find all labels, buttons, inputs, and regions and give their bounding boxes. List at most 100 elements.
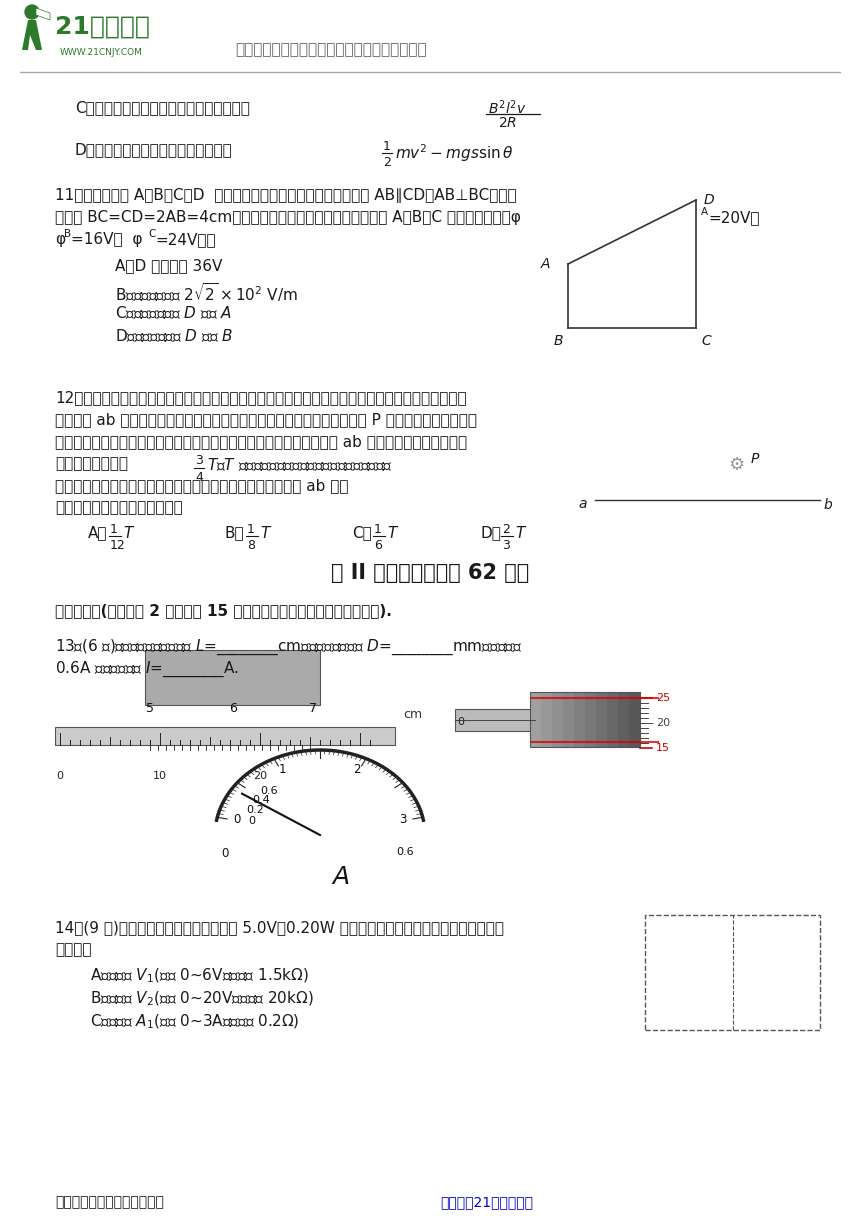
Text: 13．(6 分)如图所示游标卡尺示数 $L$=________cm，螺旋测微器示数 $D$=________mm．电流表用: 13．(6 分)如图所示游标卡尺示数 $L$=________cm，螺旋测微器示… — [55, 638, 522, 658]
Text: B: B — [64, 229, 71, 240]
Bar — [541, 692, 553, 747]
Bar — [530, 692, 640, 747]
Bar — [563, 692, 575, 747]
Text: 0.6: 0.6 — [396, 848, 414, 857]
Text: 2: 2 — [502, 523, 510, 536]
Text: $b$: $b$ — [823, 497, 833, 512]
Text: 二、填空题(本大题共 2 小题，共 15 分．把答案填写在答题卡对应位置上).: 二、填空题(本大题共 2 小题，共 15 分．把答案填写在答题卡对应位置上). — [55, 603, 392, 618]
Text: $T$: $T$ — [515, 525, 527, 541]
Text: 14．(9 分)甲实验小组要探究一个规格为 5.0V、0.20W 的小灯泡的伏安特性曲线，有下列器材可: 14．(9 分)甲实验小组要探究一个规格为 5.0V、0.20W 的小灯泡的伏安… — [55, 921, 504, 935]
Text: B: B — [554, 334, 563, 348]
Text: C．上滑过程中导体棒受到的最大安培力为: C．上滑过程中导体棒受到的最大安培力为 — [75, 100, 250, 116]
Text: 3: 3 — [502, 539, 510, 552]
Text: $A$: $A$ — [330, 865, 349, 889]
Text: A: A — [701, 207, 708, 216]
Text: 1: 1 — [279, 762, 286, 776]
Text: 0.4: 0.4 — [252, 795, 270, 805]
Text: 11．如图所示， A、B、C、D  为某匀强电场中四边形的四个顶点，且 AB∥CD、AB⊥BC，边长: 11．如图所示， A、B、C、D 为某匀强电场中四边形的四个顶点，且 AB∥CD… — [55, 188, 517, 203]
Text: φ: φ — [55, 232, 65, 247]
Text: 第 II 卷（非选择题共 62 分）: 第 II 卷（非选择题共 62 分） — [331, 563, 529, 582]
Text: C: C — [701, 334, 710, 348]
Text: 中国最大型、最专业的中小学教育资源门户网站: 中国最大型、最专业的中小学教育资源门户网站 — [235, 43, 427, 57]
Bar — [585, 692, 597, 747]
Text: 0: 0 — [248, 816, 255, 827]
Text: A: A — [540, 257, 550, 271]
Text: 0: 0 — [457, 717, 464, 727]
Text: 7: 7 — [309, 702, 317, 715]
Text: 6: 6 — [229, 702, 237, 715]
Text: D: D — [704, 193, 715, 207]
Bar — [618, 692, 630, 747]
Bar — [552, 692, 564, 747]
Polygon shape — [22, 19, 42, 50]
Circle shape — [25, 5, 39, 19]
Text: C: C — [148, 229, 156, 240]
Text: 水平直线 ab 是匀强磁场的下边界，一个点状的粒子放射源固定于磁场中的 P 点，它在该竖直平面内: 水平直线 ab 是匀强磁场的下边界，一个点状的粒子放射源固定于磁场中的 P 点，… — [55, 412, 477, 427]
Text: $2R$: $2R$ — [498, 116, 517, 130]
Bar — [145, 651, 320, 705]
Text: 20: 20 — [656, 717, 670, 728]
Text: 8: 8 — [247, 539, 255, 552]
Text: 0: 0 — [233, 814, 241, 827]
Text: 2: 2 — [353, 762, 361, 776]
Text: 1: 1 — [110, 523, 118, 536]
Text: 1: 1 — [383, 140, 391, 153]
Bar — [455, 709, 535, 731]
Text: 版权所有21世纪教育网: 版权所有21世纪教育网 — [440, 1195, 533, 1209]
Text: $T$: $T$ — [387, 525, 399, 541]
Text: 子间相互作用力和空气阻力，磁场区域足够大，则能打到直线 ab 上的: 子间相互作用力和空气阻力，磁场区域足够大，则能打到直线 ab 上的 — [55, 478, 348, 492]
Text: 15: 15 — [656, 743, 670, 753]
Text: 12: 12 — [110, 539, 126, 552]
Polygon shape — [36, 9, 50, 19]
Text: $T$: $T$ — [260, 525, 273, 541]
Text: 10: 10 — [153, 771, 167, 781]
Text: 5: 5 — [146, 702, 154, 715]
Text: 6: 6 — [374, 539, 382, 552]
Text: $T$: $T$ — [123, 525, 135, 541]
Text: A．: A． — [88, 525, 108, 540]
Text: 供选用：: 供选用： — [55, 942, 91, 957]
Text: 0.6A 量程时其示数 $I$=________A.: 0.6A 量程时其示数 $I$=________A. — [55, 660, 239, 680]
Text: 1: 1 — [247, 523, 255, 536]
Text: WWW.21CNJY.COM: WWW.21CNJY.COM — [60, 47, 143, 57]
Text: 0.6: 0.6 — [261, 786, 278, 795]
Bar — [55, 727, 395, 745]
Text: 0: 0 — [221, 848, 229, 860]
Bar — [607, 692, 619, 747]
Text: D．上滑过程中导体棒损失的机械能为: D．上滑过程中导体棒损失的机械能为 — [75, 142, 233, 157]
Text: 3: 3 — [195, 454, 203, 467]
Text: 3: 3 — [399, 814, 407, 827]
Text: 0: 0 — [57, 771, 64, 781]
Text: D．: D． — [480, 525, 501, 540]
Text: 0.2: 0.2 — [247, 805, 264, 815]
Text: 21世纪教育: 21世纪教育 — [55, 15, 150, 39]
Bar — [629, 692, 641, 747]
Text: 4: 4 — [195, 471, 203, 484]
Text: C．: C． — [352, 525, 372, 540]
Text: B．: B． — [225, 525, 244, 540]
Text: =16V，  φ: =16V， φ — [71, 232, 143, 247]
Text: B．场强的大小为 $2\sqrt{2}\times 10^2$ V/m: B．场强的大小为 $2\sqrt{2}\times 10^2$ V/m — [115, 281, 298, 304]
Text: 25: 25 — [656, 693, 670, 703]
Text: $mv^2 - mgs\sin\theta$: $mv^2 - mgs\sin\theta$ — [395, 142, 513, 164]
Text: 深圳市二一教育股份有限公司: 深圳市二一教育股份有限公司 — [55, 1195, 164, 1209]
Bar — [530, 692, 542, 747]
Text: cm: cm — [403, 708, 422, 721]
Text: 运动的最长时间为: 运动的最长时间为 — [55, 456, 128, 471]
Text: $B^2l^2v$: $B^2l^2v$ — [488, 98, 527, 117]
Text: =20V，: =20V， — [708, 210, 759, 225]
Bar — [574, 692, 586, 747]
Text: D．场强的方向由 $D$ 指向 $B$: D．场强的方向由 $D$ 指向 $B$ — [115, 327, 233, 344]
Text: 1: 1 — [374, 523, 382, 536]
Text: A．D 点电势为 36V: A．D 点电势为 36V — [115, 258, 223, 274]
Text: 粒子在磁场中运动的时间可能为: 粒子在磁场中运动的时间可能为 — [55, 500, 182, 516]
Text: ⚙: ⚙ — [728, 456, 744, 474]
Text: $a$: $a$ — [579, 497, 588, 511]
Text: B．电压表 $V_2$(量程 0~20V，内阻约 20kΩ): B．电压表 $V_2$(量程 0~20V，内阻约 20kΩ) — [90, 990, 314, 1008]
Text: 向各个方向发射带正电粒子（不计重力），速率都相同．已知打到直线 ab 上的粒子在磁场中做圆周: 向各个方向发射带正电粒子（不计重力），速率都相同．已知打到直线 ab 上的粒子在… — [55, 434, 467, 449]
Text: 2: 2 — [383, 156, 391, 169]
Bar — [596, 692, 608, 747]
Text: 12．如图所示，在竖直平面内有一匀强磁场，磁感应强度方向垂直该竖直平面向里（图中未画出），: 12．如图所示，在竖直平面内有一匀强磁场，磁感应强度方向垂直该竖直平面向里（图中… — [55, 390, 467, 405]
Text: $P$: $P$ — [750, 452, 760, 466]
Text: =24V．则: =24V．则 — [155, 232, 216, 247]
